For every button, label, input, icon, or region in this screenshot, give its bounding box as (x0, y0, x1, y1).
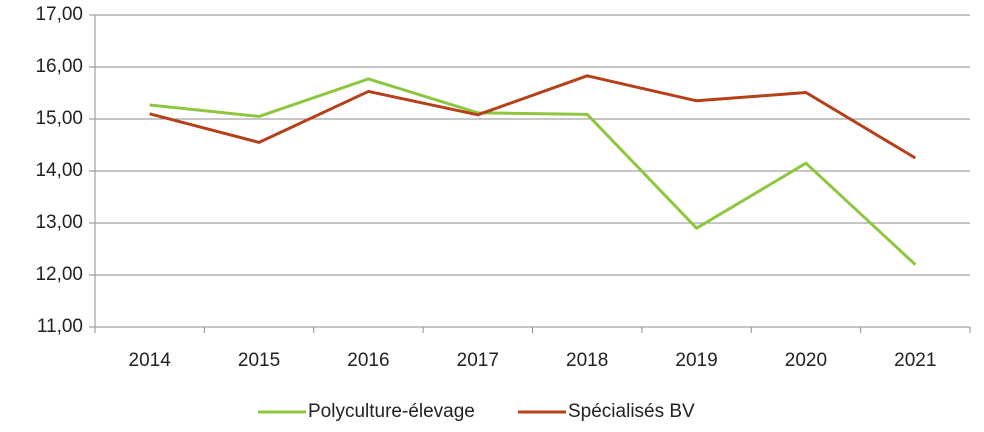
x-tick-label: 2015 (238, 350, 280, 371)
y-tick-label: 12,00 (35, 264, 83, 285)
x-tick-label: 2021 (894, 350, 936, 371)
series-line (149, 77, 917, 266)
legend-label: Polyculture-élevage (308, 401, 475, 422)
x-tick-label: 2020 (785, 350, 827, 371)
x-tick-label: 2017 (457, 350, 499, 371)
y-tick-label: 15,00 (35, 108, 83, 129)
y-tick-label: 13,00 (35, 212, 83, 233)
y-tick-label: 14,00 (35, 160, 83, 181)
y-tick-label: 17,00 (35, 4, 83, 25)
y-tick-label: 16,00 (35, 56, 83, 77)
y-tick-label: 11,00 (37, 316, 83, 337)
series-line (149, 74, 917, 160)
x-tick-label: 2018 (566, 350, 608, 371)
x-tick-label: 2016 (347, 350, 389, 371)
legend-label: Spécialisés BV (568, 401, 695, 422)
x-tick-label: 2014 (129, 350, 172, 371)
x-tick-label: 2019 (675, 350, 717, 371)
